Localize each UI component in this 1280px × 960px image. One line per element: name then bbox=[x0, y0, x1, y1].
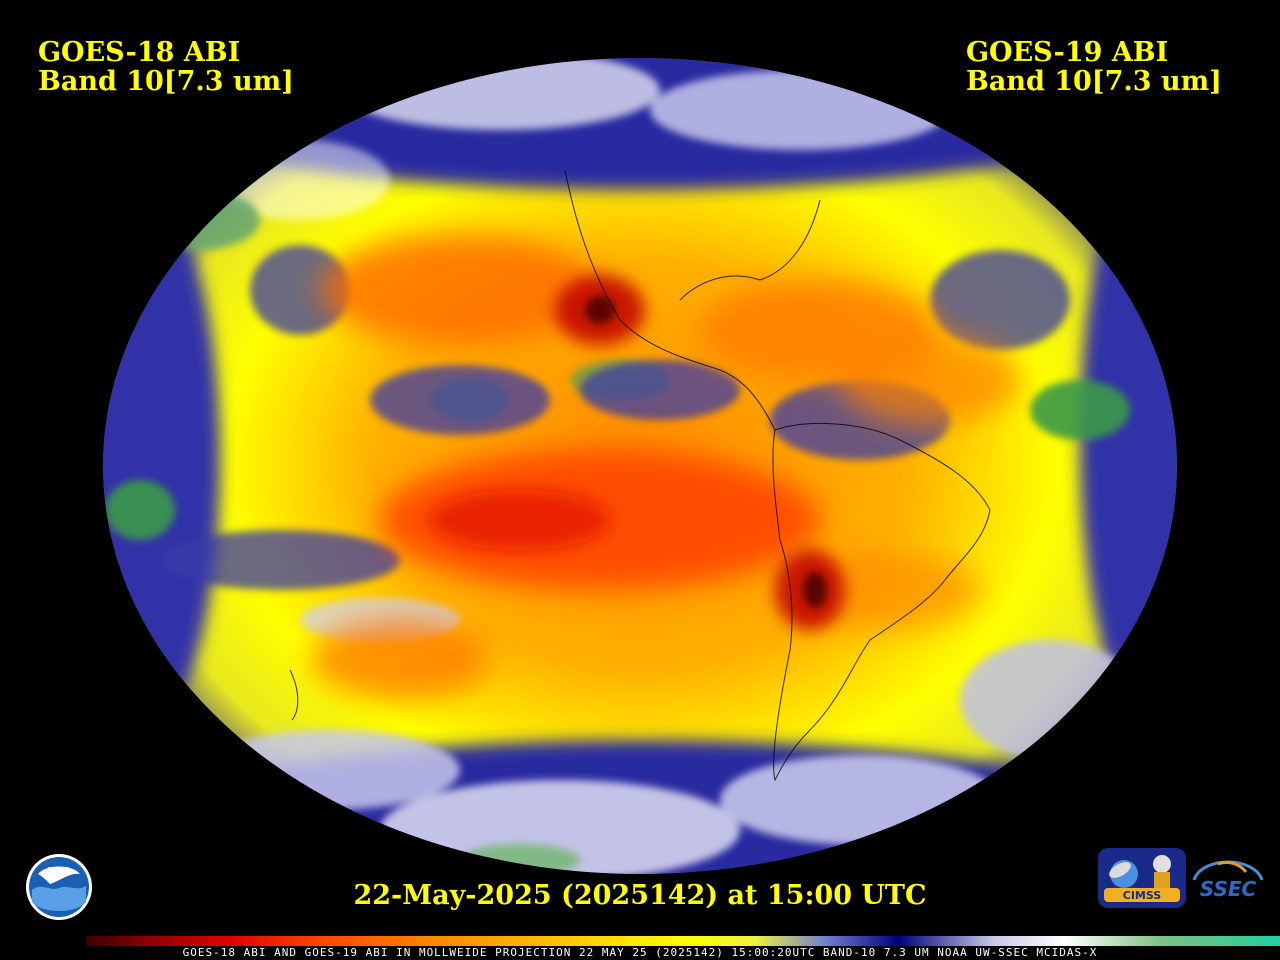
noaa-logo-text: NOAA bbox=[48, 866, 71, 874]
cimss-logo: CIMSS bbox=[1098, 848, 1186, 908]
left-label-line1: GOES-18 ABI bbox=[38, 37, 241, 68]
timestamp-label: 22-May-2025 (2025142) at 15:00 UTC bbox=[353, 880, 927, 911]
right-label-line1: GOES-19 ABI bbox=[966, 37, 1169, 68]
right-label-line2: Band 10[7.3 um] bbox=[966, 66, 1222, 97]
right-satellite-label: GOES-19 ABI Band 10[7.3 um] bbox=[966, 38, 1222, 96]
ssec-logo: SSEC bbox=[1192, 860, 1264, 901]
left-label-line2: Band 10[7.3 um] bbox=[38, 66, 294, 97]
footer-caption: GOES-18 ABI AND GOES-19 ABI IN MOLLWEIDE… bbox=[182, 946, 1098, 959]
noaa-logo: NOAA bbox=[26, 854, 92, 920]
colorbar bbox=[86, 936, 1280, 946]
left-satellite-label: GOES-18 ABI Band 10[7.3 um] bbox=[38, 38, 294, 96]
ssec-logo-text: SSEC bbox=[1200, 877, 1257, 901]
cimss-logo-text: CIMSS bbox=[1123, 889, 1162, 902]
